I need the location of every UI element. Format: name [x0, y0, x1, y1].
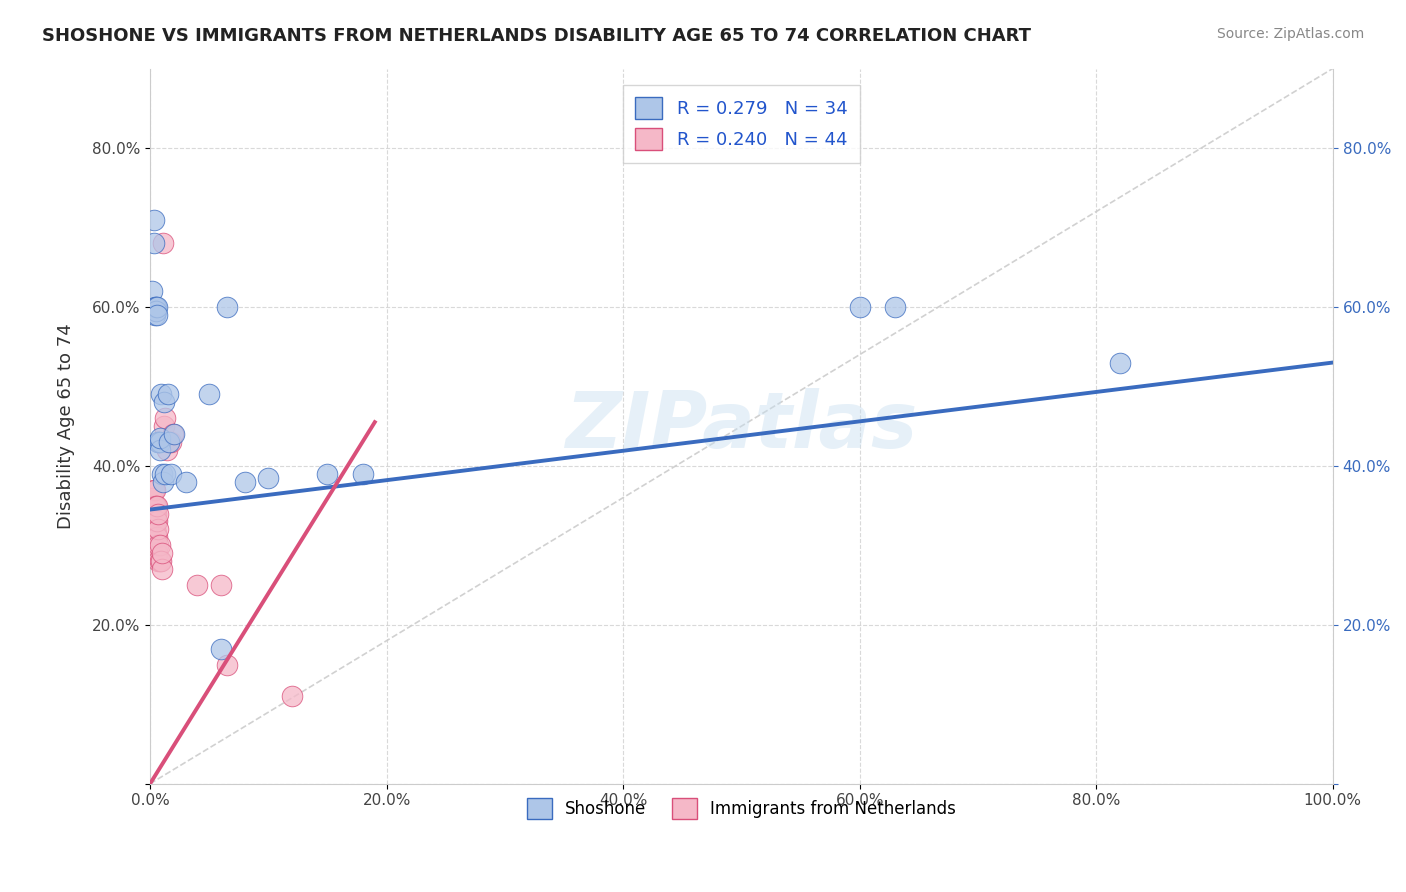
Point — [145, 507, 167, 521]
Point — [146, 530, 169, 544]
Point — [148, 523, 170, 537]
Point — [141, 515, 163, 529]
Point — [160, 467, 183, 481]
Point — [145, 538, 167, 552]
Point — [141, 515, 163, 529]
Point — [157, 435, 180, 450]
Point — [148, 431, 170, 445]
Point — [215, 657, 238, 672]
Point — [143, 300, 166, 314]
Point — [155, 467, 177, 481]
Text: Source: ZipAtlas.com: Source: ZipAtlas.com — [1216, 27, 1364, 41]
Point — [148, 554, 170, 568]
Point — [156, 442, 179, 457]
Point — [1109, 355, 1132, 369]
Point — [141, 499, 163, 513]
Point — [142, 483, 165, 497]
Point — [146, 546, 169, 560]
Point — [174, 475, 197, 489]
Point — [143, 499, 166, 513]
Legend: Shoshone, Immigrants from Netherlands: Shoshone, Immigrants from Netherlands — [520, 792, 963, 825]
Point — [209, 578, 232, 592]
Point — [143, 523, 166, 537]
Point — [150, 546, 173, 560]
Point — [152, 236, 174, 251]
Point — [150, 562, 173, 576]
Point — [257, 471, 280, 485]
Point — [160, 435, 183, 450]
Point — [153, 419, 176, 434]
Point — [198, 387, 221, 401]
Point — [155, 411, 177, 425]
Point — [142, 499, 165, 513]
Point — [141, 507, 163, 521]
Point — [145, 515, 167, 529]
Point — [141, 523, 163, 537]
Point — [186, 578, 208, 592]
Point — [143, 507, 166, 521]
Point — [156, 387, 179, 401]
Point — [141, 491, 163, 505]
Point — [163, 427, 186, 442]
Point — [142, 530, 165, 544]
Point — [149, 554, 172, 568]
Point — [141, 284, 163, 298]
Point — [145, 304, 167, 318]
Point — [150, 467, 173, 481]
Point — [146, 499, 169, 513]
Point — [145, 300, 167, 314]
Point — [143, 483, 166, 497]
Y-axis label: Disability Age 65 to 74: Disability Age 65 to 74 — [58, 323, 75, 529]
Point — [142, 212, 165, 227]
Point — [316, 467, 339, 481]
Point — [146, 300, 169, 314]
Point — [146, 308, 169, 322]
Point — [884, 300, 907, 314]
Point — [148, 554, 170, 568]
Point — [215, 300, 238, 314]
Point — [848, 300, 870, 314]
Point — [148, 538, 170, 552]
Point — [142, 236, 165, 251]
Point — [142, 515, 165, 529]
Point — [162, 427, 184, 442]
Point — [157, 435, 180, 450]
Point — [148, 435, 170, 450]
Point — [148, 442, 170, 457]
Point — [149, 387, 172, 401]
Point — [352, 467, 374, 481]
Text: ZIPatlas: ZIPatlas — [565, 388, 918, 464]
Point — [143, 308, 166, 322]
Point — [152, 475, 174, 489]
Point — [143, 530, 166, 544]
Text: SHOSHONE VS IMMIGRANTS FROM NETHERLANDS DISABILITY AGE 65 TO 74 CORRELATION CHAR: SHOSHONE VS IMMIGRANTS FROM NETHERLANDS … — [42, 27, 1031, 45]
Point — [146, 515, 169, 529]
Point — [209, 641, 232, 656]
Point — [145, 499, 167, 513]
Point — [148, 435, 170, 450]
Point — [148, 507, 170, 521]
Point — [233, 475, 256, 489]
Point — [153, 395, 176, 409]
Point — [148, 435, 170, 450]
Point — [148, 538, 170, 552]
Point — [145, 526, 167, 541]
Point — [281, 690, 304, 704]
